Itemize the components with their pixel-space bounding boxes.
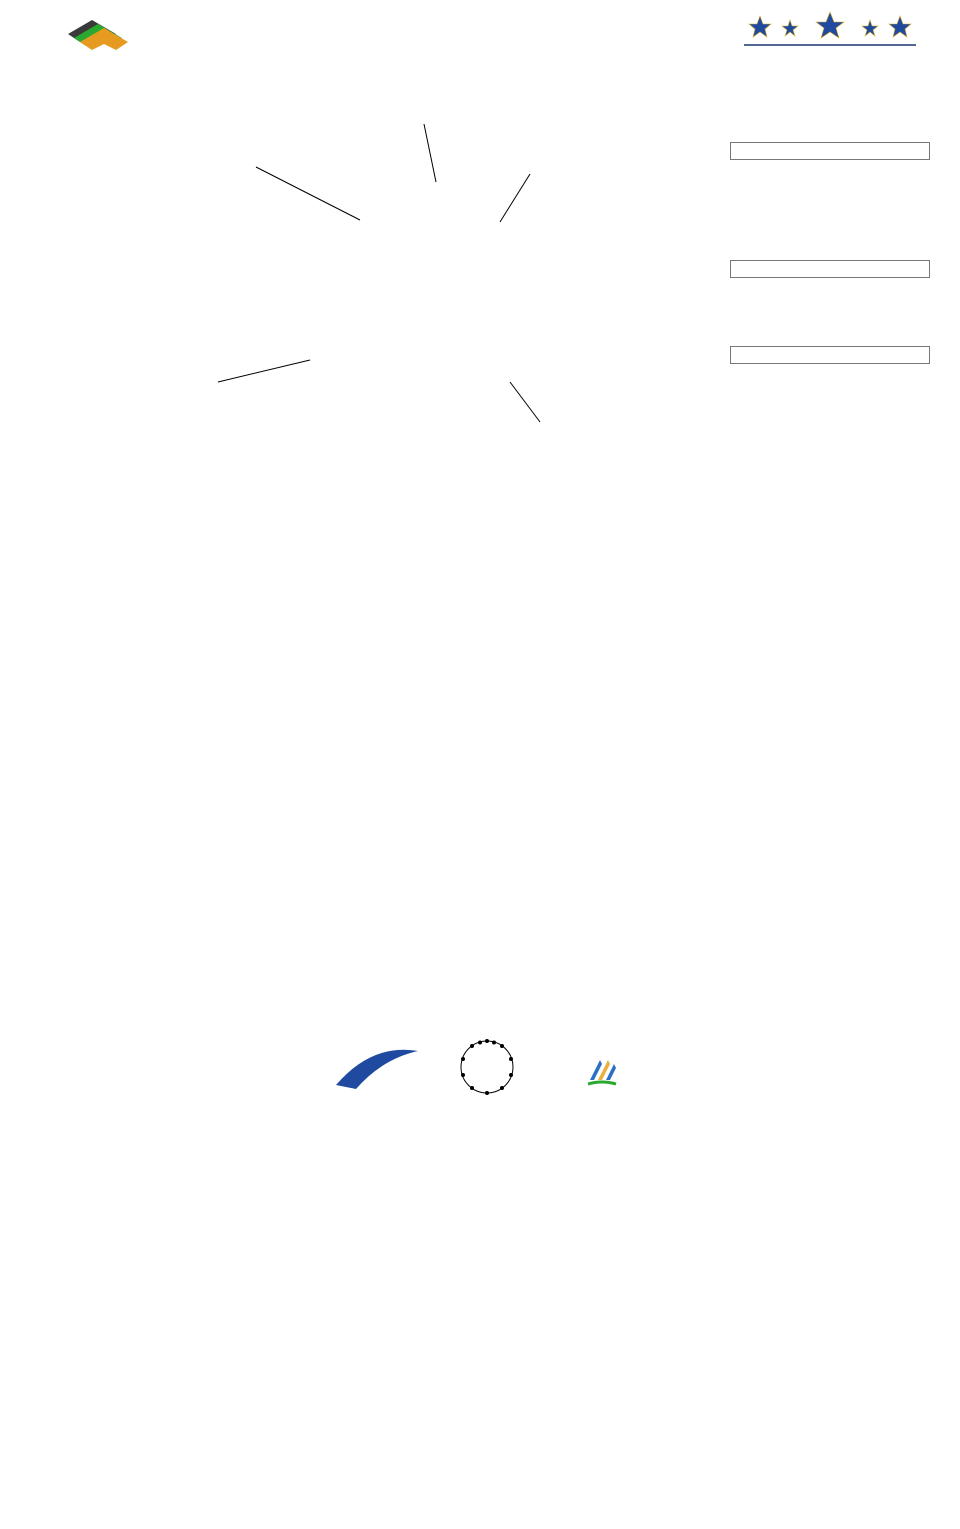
eu-stars-logo bbox=[452, 1032, 522, 1107]
header-row bbox=[30, 10, 930, 62]
observatory-logo bbox=[730, 10, 930, 58]
zporr-logo bbox=[582, 1050, 628, 1090]
legend-bottom bbox=[730, 346, 930, 364]
legend-mid bbox=[730, 260, 930, 278]
pie-chart bbox=[290, 172, 590, 472]
wup-icon bbox=[50, 10, 150, 58]
footer bbox=[30, 1032, 930, 1107]
pie-chart-area bbox=[30, 82, 930, 512]
wup-logo bbox=[30, 10, 170, 62]
efs-logo bbox=[332, 1037, 422, 1102]
center-title-block bbox=[170, 10, 730, 28]
legend-top bbox=[730, 142, 930, 160]
stars-icon bbox=[740, 10, 920, 52]
